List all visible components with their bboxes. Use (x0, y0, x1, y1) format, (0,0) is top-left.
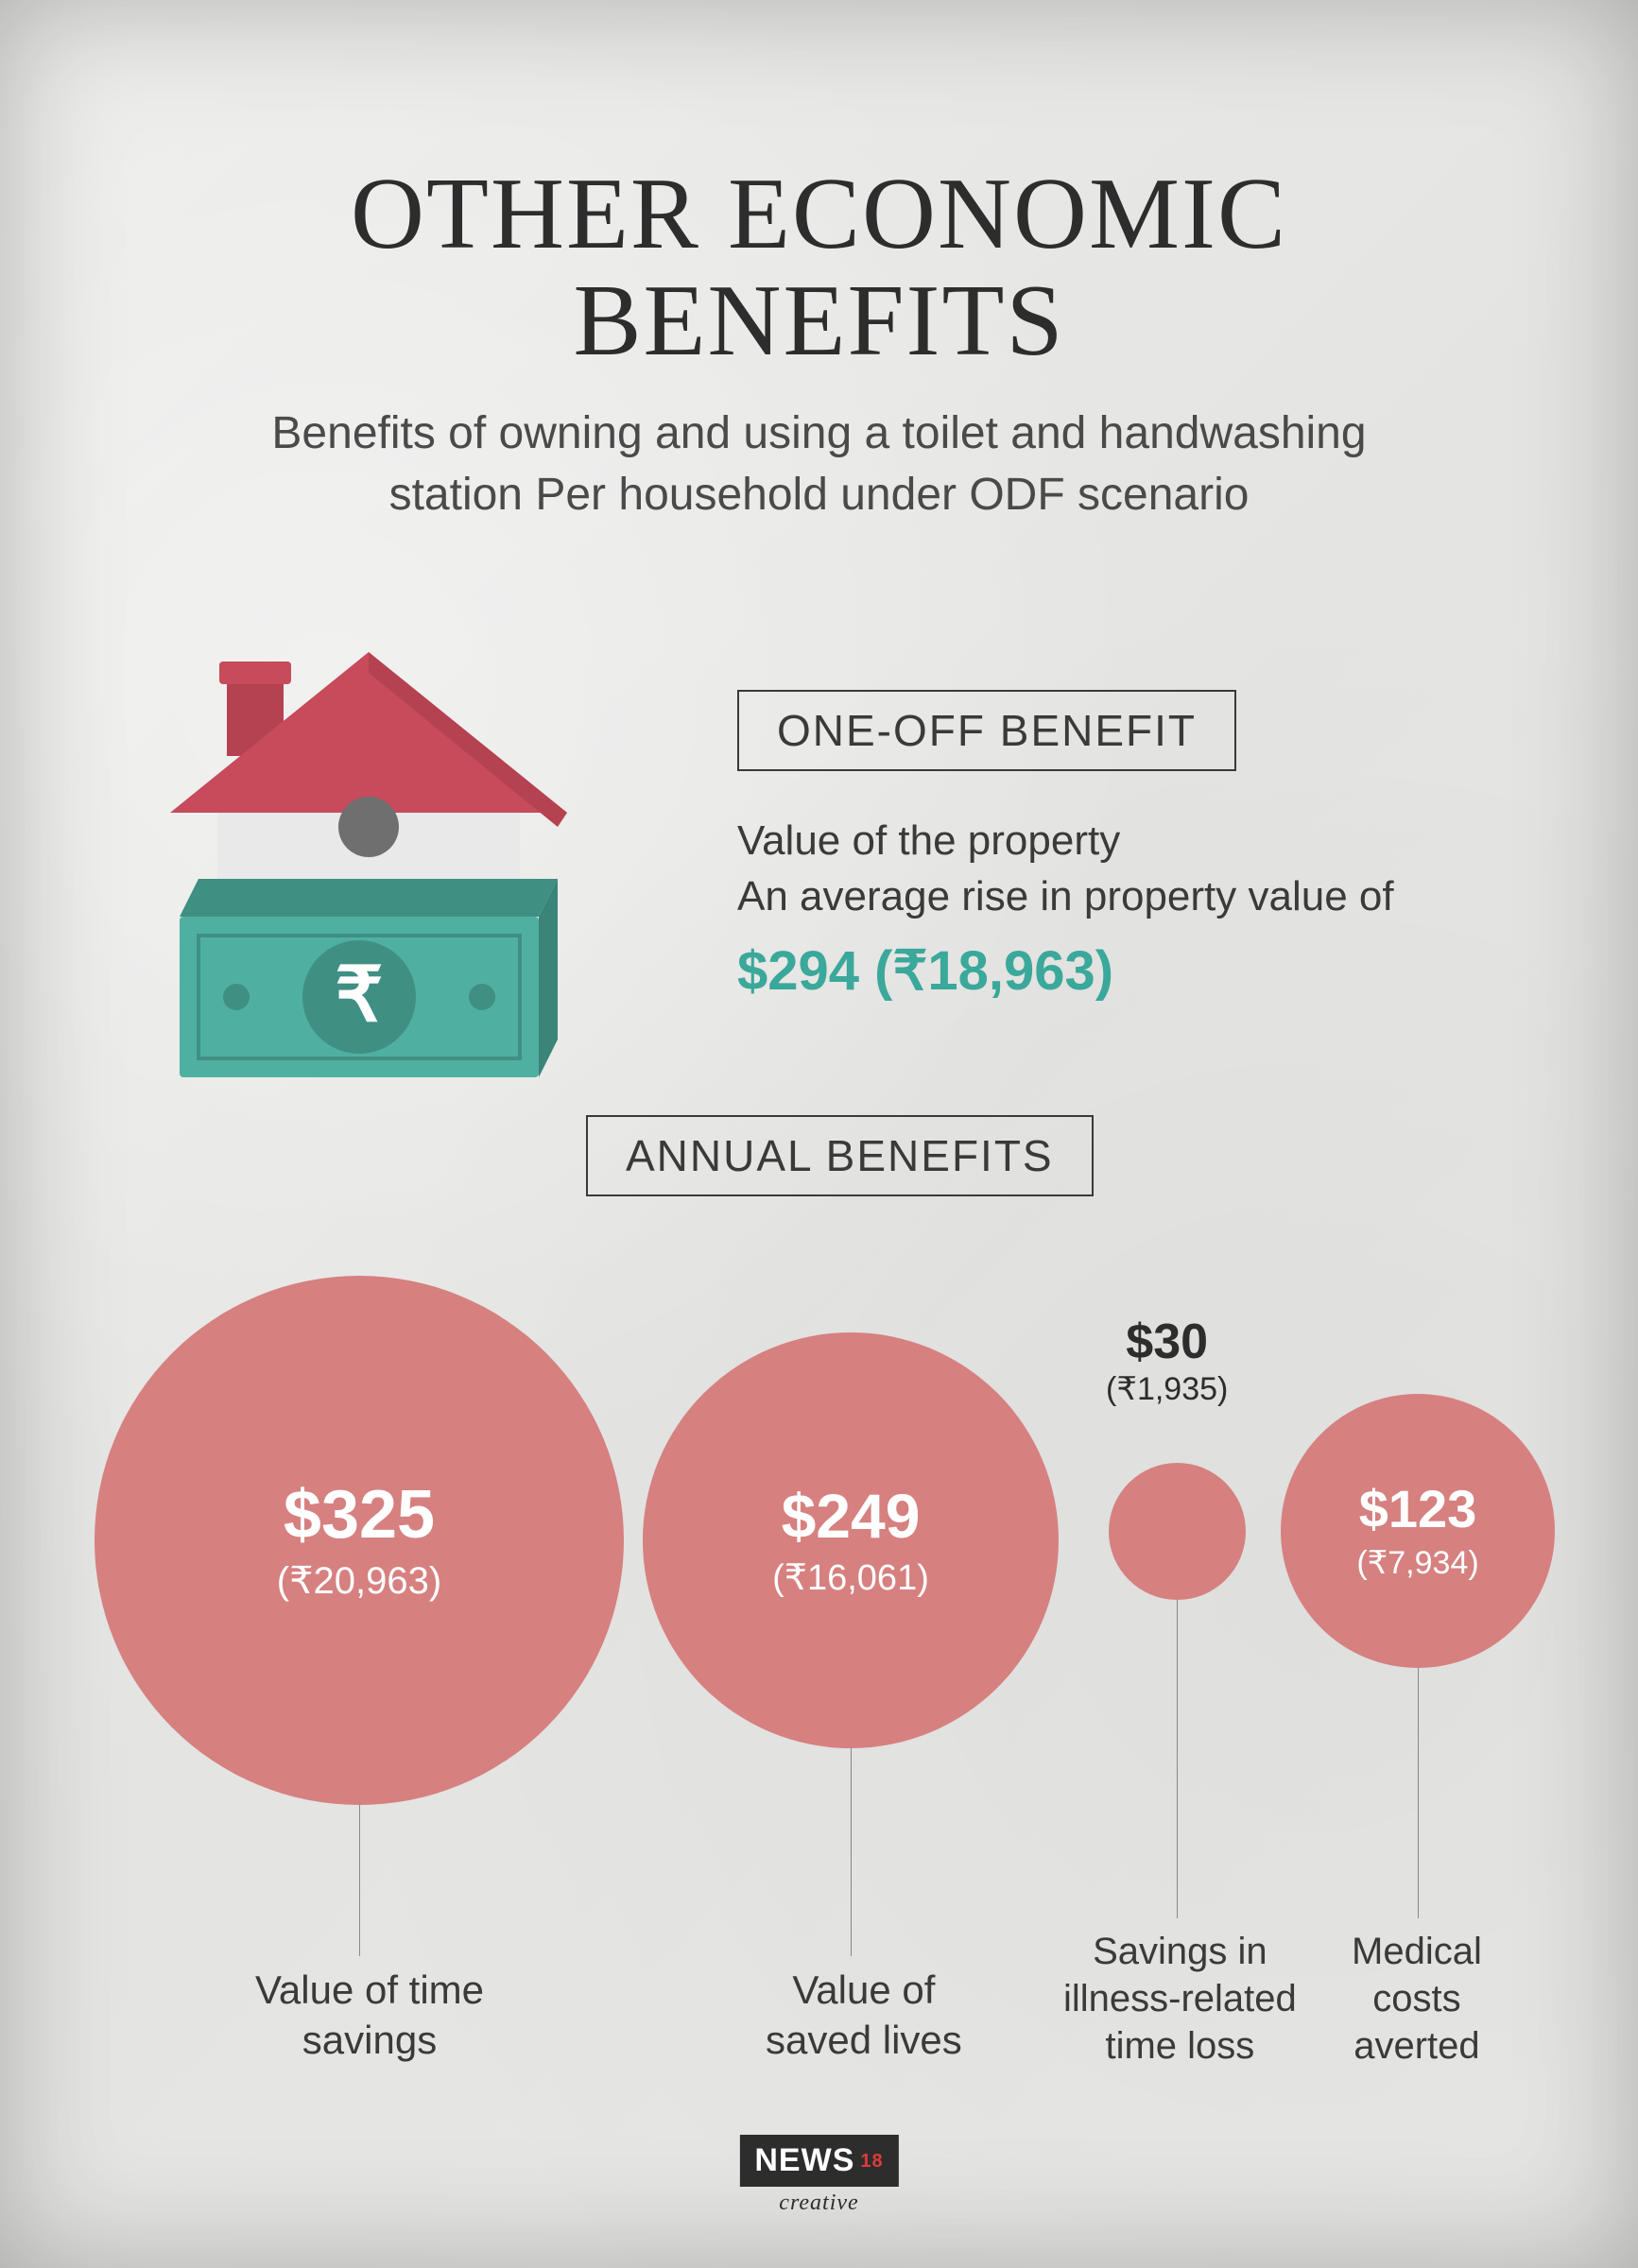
one-off-line-2: An average rise in property value of (737, 868, 1394, 924)
bubble-label: Medicalcostsaverted (1352, 1928, 1482, 2070)
house-money-icon: ₹ (151, 643, 586, 1101)
bubble: $249 (₹16,061) (643, 1332, 1059, 1748)
bubble-label: Savings inillness-relatedtime loss (1063, 1928, 1297, 2070)
bubble-label: Value ofsaved lives (766, 1966, 962, 2065)
title-line-1: OTHER ECONOMIC (351, 158, 1287, 270)
one-off-line-1: Value of the property (737, 813, 1394, 868)
bubble-inr: (₹16,061) (772, 1556, 929, 1599)
connector (1177, 1597, 1178, 1918)
one-off-text: Value of the property An average rise in… (737, 813, 1394, 1008)
svg-text:₹: ₹ (336, 953, 384, 1037)
footer-logo: NEWS 18 creative (739, 2135, 898, 2216)
bubble-usd: $123 (1359, 1480, 1477, 1538)
one-off-usd: $294 (737, 940, 859, 1002)
bubble-inr: (₹1,935) (1106, 1370, 1228, 1408)
one-off-value: $294 (₹18,963) (737, 935, 1394, 1008)
subtitle-line-1: Benefits of owning and using a toilet an… (271, 408, 1366, 458)
connector (359, 1805, 360, 1956)
bubble-label: Value of timesavings (255, 1966, 484, 2065)
brand-text: NEWS (754, 2142, 854, 2179)
annual-box-label: ANNUAL BENEFITS (586, 1115, 1094, 1196)
bubble (1109, 1463, 1246, 1600)
brand-sub: creative (779, 2191, 858, 2216)
connector (1418, 1668, 1419, 1918)
one-off-box-label: ONE-OFF BENEFIT (737, 690, 1236, 771)
bubble-external-value: $30(₹1,935) (1106, 1314, 1228, 1408)
bubble-usd: $30 (1106, 1314, 1228, 1370)
one-off-inr: (₹18,963) (874, 940, 1113, 1002)
page-title: OTHER ECONOMIC BENEFITS (0, 0, 1638, 375)
bubble: $325 (₹20,963) (95, 1276, 624, 1805)
bubble-inr: (₹7,934) (1356, 1544, 1478, 1582)
subtitle: Benefits of owning and using a toilet an… (0, 404, 1638, 526)
subtitle-line-2: station Per household under ODF scenario (389, 470, 1250, 520)
connector (851, 1748, 852, 1956)
news18-badge: NEWS 18 (739, 2135, 898, 2187)
bubble-usd: $325 (284, 1478, 435, 1553)
brand-number: 18 (860, 2154, 883, 2169)
bubble-inr: (₹20,963) (277, 1559, 441, 1603)
title-line-2: BENEFITS (573, 265, 1064, 377)
bubble: $123 (₹7,934) (1281, 1394, 1555, 1668)
bubble-usd: $249 (782, 1482, 921, 1551)
